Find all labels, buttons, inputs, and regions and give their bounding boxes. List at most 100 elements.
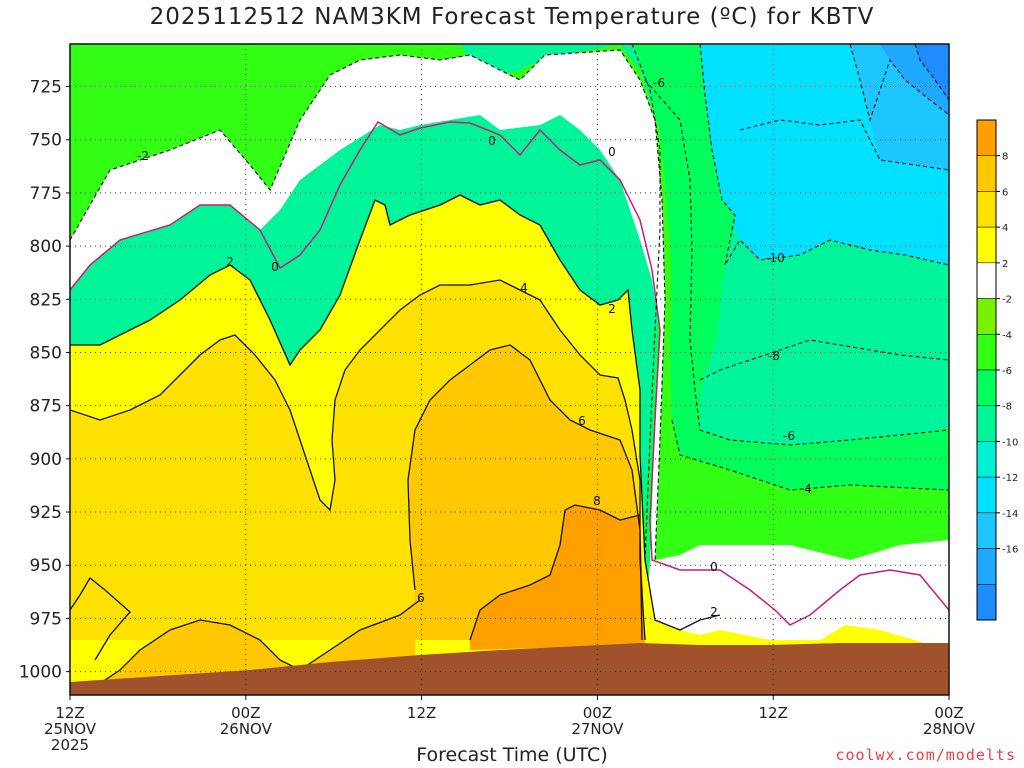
y-tick-label: 1000 [19,663,62,683]
colorbar-label: 8 [1002,152,1008,163]
contour-label: 2 [226,255,234,269]
x-tick-label: 2025 [51,736,89,754]
colorbar-swatch [976,476,997,514]
x-tick-label: 12Z [55,704,84,722]
colorbar-label: 6 [1002,187,1008,198]
contour-label: 2 [710,605,718,619]
band-minus16 [915,44,949,100]
plot-border [69,43,950,696]
x-tick-label: 25NOV [44,720,97,738]
colorbar-label: -8 [1002,402,1012,413]
y-tick-label: 725 [30,78,62,98]
temperature-field [70,44,949,695]
colorbar-swatch [976,262,997,299]
contour-label: 0 [271,260,279,274]
colorbar-label: -16 [1002,545,1018,556]
contour-bottom-left [70,577,131,661]
colorbar: 8 6 4 2 -2 -4 -6 -8 -10 -12 -14 -16 [976,119,1018,621]
contour-minus10 [699,44,949,266]
colorbar-swatch [976,298,997,335]
contour-minus8 [699,339,949,381]
y-tick-label: 800 [30,237,62,257]
contour-minus6 [644,79,949,446]
contour-8 [469,504,641,641]
contour-label: 4 [520,281,528,295]
contour-label: -6 [783,429,795,443]
positive-contours [70,194,721,691]
contour-4-right [671,419,949,491]
x-axis-label: Forecast Time (UTC) [416,744,608,766]
contour-labels: -2 0 0 0 2 4 2 6 8 6 -6 -10 -8 -6 4 0 2 [137,76,812,619]
colorbar-swatch [976,191,997,228]
colorbar-label: -12 [1002,473,1018,484]
contour-6-bottom [89,599,421,691]
colorbar-swatch [976,369,997,406]
colorbar-label: 4 [1002,223,1008,234]
contour-minus14 [849,44,949,122]
x-tick-label: 00Z [583,704,612,722]
colorbar-swatch [976,226,997,264]
y-tick-label: 975 [30,609,62,629]
y-tick-label: 900 [30,450,62,470]
colorbar-label: -2 [1002,295,1012,306]
contour-minus4 [631,44,661,561]
colorbar-swatch [976,584,997,621]
y-tick-label: 950 [30,556,62,576]
y-tick-label: 750 [30,131,62,151]
contour-label: 6 [417,591,425,605]
contour-label: -6 [653,76,665,90]
y-axis: 725 750 775 800 825 850 875 900 925 950 975 1000 [19,78,70,683]
colorbar-swatch [976,405,997,442]
y-tick-label: 875 [30,397,62,417]
x-tick-label: 00Z [934,704,963,722]
contour-4 [70,279,646,641]
colorbar-swatch [976,155,997,192]
colorbar-label: 2 [1002,259,1008,270]
y-tick-label: 775 [30,184,62,204]
credit-link[interactable]: coolwx.com/modelts [835,746,1016,764]
contour-label: -10 [765,251,785,265]
contour-minus2 [70,49,666,561]
colorbar-swatch [976,119,997,156]
band-8 [470,505,645,650]
y-tick-label: 925 [30,503,62,523]
x-tick-label: 26NOV [220,720,273,738]
contour-label: 8 [593,494,601,508]
colorbar-label: -4 [1002,330,1012,341]
contour-label: -2 [137,149,149,163]
contour-minus16 [914,44,949,101]
contour-label: 6 [578,414,586,428]
contour-0-main [70,120,949,626]
x-tick-label: 12Z [407,704,436,722]
x-tick-label: 12Z [759,704,788,722]
chart-title: 2025112512 NAM3KM Forecast Temperature (… [149,4,875,30]
y-tick-label: 850 [30,343,62,363]
colorbar-swatch [976,334,997,371]
negative-contours [70,44,949,561]
colorbar-swatch [976,512,997,549]
colorbar-label: -6 [1002,366,1012,377]
x-tick-label: 00Z [231,704,260,722]
zero-contours [70,120,949,626]
contour-label: 2 [608,302,616,316]
y-tick-label: 825 [30,290,62,310]
contour-2 [70,194,721,631]
contour-label: 0 [608,145,616,159]
colorbar-label: -14 [1002,509,1018,520]
contour-label: -8 [768,349,780,363]
band-minus2 [70,44,949,560]
band-white-notch [655,580,949,650]
contour-label: 4 [804,482,812,496]
ground [70,643,949,695]
x-tick-label: 28NOV [923,720,976,738]
x-tick-label: 27NOV [571,720,624,738]
contour-minus12 [739,119,949,171]
colorbar-label: -10 [1002,437,1018,448]
contour-label: 0 [488,134,496,148]
colorbar-swatch [976,441,997,478]
contour-6 [407,344,643,641]
contour-label: 0 [710,560,718,574]
colorbar-swatch [976,548,997,585]
